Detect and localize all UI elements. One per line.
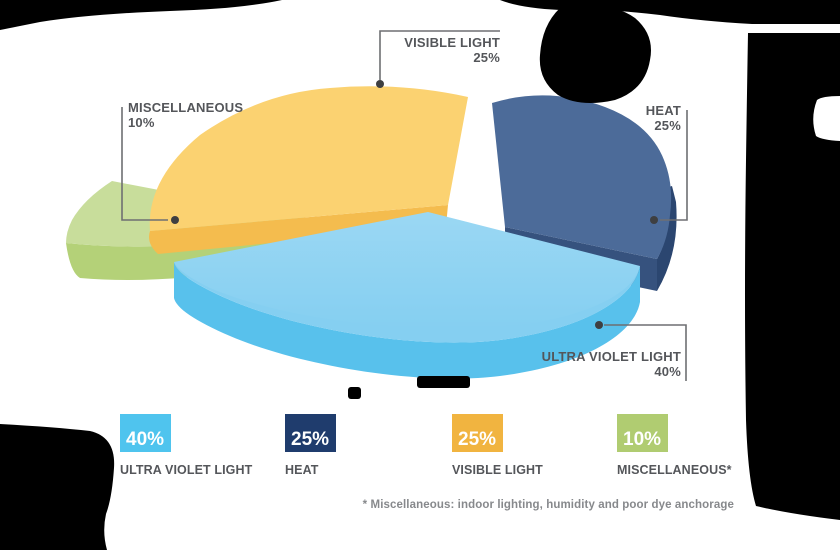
legend-label-visible-light: VISIBLE LIGHT	[452, 463, 543, 477]
pie-slice-visible-light-side	[149, 205, 448, 254]
legend-label-heat: HEAT	[285, 463, 319, 477]
pie-slice-visible-light-top	[149, 86, 469, 232]
legend-pct-ultra-violet: 40%	[126, 429, 165, 450]
callout-dot-ultra-violet	[595, 321, 603, 329]
legend-label-ultra-violet: ULTRA VIOLET LIGHT	[120, 463, 253, 477]
pie-slice-ultra-violet-sheen	[174, 212, 640, 329]
legend-swatch-heat: 25%	[285, 414, 336, 452]
callout-visible-light-label: VISIBLE LIGHT	[404, 35, 500, 50]
callout-line-miscellaneous	[121, 107, 168, 221]
pie-slice-heat-top	[492, 95, 672, 259]
pie-slice-heat-side	[657, 186, 677, 291]
callout-dot-heat	[650, 216, 658, 224]
callout-dot-miscellaneous	[171, 216, 179, 224]
legend-label-miscellaneous: MISCELLANEOUS*	[617, 463, 732, 477]
legend-item-miscellaneous: 10% MISCELLANEOUS*	[617, 414, 732, 477]
callout-visible-light: VISIBLE LIGHT 25%	[404, 35, 500, 65]
callout-ultra-violet-value: 40%	[654, 364, 681, 379]
callout-ultra-violet-label: ULTRA VIOLET LIGHT	[541, 349, 681, 364]
callout-miscellaneous-label: MISCELLANEOUS	[128, 100, 244, 115]
callout-heat-value: 25%	[654, 118, 681, 133]
callout-heat-label: HEAT	[645, 103, 681, 118]
callout-miscellaneous-value: 10%	[128, 115, 155, 130]
callout-dot-visible-light	[376, 80, 384, 88]
legend-item-visible-light: 25% VISIBLE LIGHT	[452, 414, 543, 477]
callout-ultra-violet: ULTRA VIOLET LIGHT 40%	[542, 349, 681, 379]
pie-slice-ultra-violet-side	[174, 262, 640, 379]
callout-visible-light-value: 25%	[473, 50, 500, 65]
legend-pct-miscellaneous: 10%	[623, 429, 662, 450]
callout-heat: HEAT 25%	[646, 103, 681, 133]
legend-swatch-visible-light: 25%	[452, 414, 503, 452]
callout-miscellaneous: MISCELLANEOUS 10%	[128, 100, 243, 130]
callout-line-ultra-violet	[604, 324, 687, 381]
legend-item-heat: 25% HEAT	[285, 414, 336, 477]
callout-line-heat	[660, 110, 688, 221]
legend-swatch-ultra-violet: 40%	[120, 414, 171, 452]
legend-pct-visible-light: 25%	[458, 429, 497, 450]
footnote: * Miscellaneous: indoor lighting, humidi…	[362, 499, 734, 511]
legend-pct-heat: 25%	[291, 429, 330, 450]
legend-swatch-miscellaneous: 10%	[617, 414, 668, 452]
callout-line-visible-light	[379, 30, 500, 80]
legend-item-ultra-violet: 40% ULTRA VIOLET LIGHT	[120, 414, 252, 477]
